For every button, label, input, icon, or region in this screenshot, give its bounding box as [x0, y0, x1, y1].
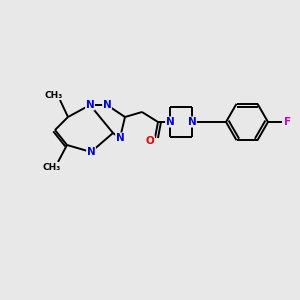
Text: N: N: [87, 147, 95, 157]
Text: N: N: [85, 100, 94, 110]
Text: F: F: [284, 117, 292, 127]
Text: O: O: [146, 136, 154, 146]
Text: N: N: [116, 133, 124, 143]
Text: CH₃: CH₃: [43, 163, 61, 172]
Text: N: N: [103, 100, 111, 110]
Text: N: N: [188, 117, 196, 127]
Text: CH₃: CH₃: [45, 91, 63, 100]
Text: N: N: [166, 117, 174, 127]
